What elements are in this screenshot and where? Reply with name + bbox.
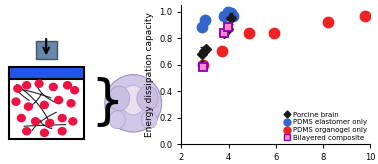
Circle shape	[23, 82, 31, 89]
Legend: Porcine brain, PDMS elastomer only, PDMS organogel only, Bilayered composite: Porcine brain, PDMS elastomer only, PDMS…	[283, 110, 368, 142]
Circle shape	[35, 80, 43, 87]
Circle shape	[40, 129, 48, 136]
Ellipse shape	[105, 75, 162, 132]
FancyBboxPatch shape	[9, 74, 84, 139]
Ellipse shape	[121, 85, 146, 115]
Circle shape	[58, 128, 66, 135]
Ellipse shape	[141, 111, 157, 129]
Circle shape	[67, 100, 75, 107]
Circle shape	[58, 114, 66, 122]
Circle shape	[32, 118, 39, 125]
Circle shape	[71, 87, 79, 94]
Y-axis label: Energy dissipation capacity: Energy dissipation capacity	[145, 12, 153, 137]
Circle shape	[64, 82, 71, 89]
Circle shape	[46, 119, 54, 127]
Circle shape	[55, 96, 62, 104]
Circle shape	[23, 128, 31, 135]
Circle shape	[14, 85, 22, 92]
Circle shape	[25, 103, 33, 110]
Ellipse shape	[108, 86, 130, 111]
Ellipse shape	[109, 111, 125, 129]
Circle shape	[40, 101, 48, 109]
FancyBboxPatch shape	[36, 41, 57, 59]
Circle shape	[50, 83, 57, 91]
FancyBboxPatch shape	[9, 67, 84, 79]
Circle shape	[69, 118, 77, 125]
Circle shape	[12, 98, 20, 105]
Circle shape	[17, 114, 25, 122]
Ellipse shape	[137, 86, 158, 111]
Text: }: }	[91, 77, 124, 129]
